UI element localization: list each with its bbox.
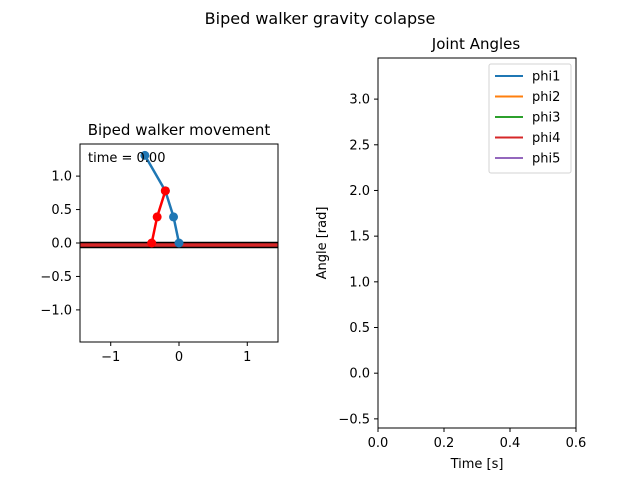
angles-axes-frame — [377, 57, 577, 429]
walker-x-tick-label: −1 — [101, 350, 120, 365]
blue-leg-joint — [169, 212, 179, 222]
legend-label-phi4: phi4 — [532, 131, 560, 146]
walker-panel: Biped walker movement time = 0.00 −1 0 1 1… — [40, 121, 279, 365]
legend-label-phi2: phi2 — [532, 90, 560, 105]
walker-y-tick-label: −0.5 — [40, 270, 72, 285]
angles-y-tick-label: 2.0 — [349, 184, 370, 199]
walker-y-tick-label: 0.0 — [51, 237, 72, 252]
angles-y-tick-label: 3.0 — [349, 93, 370, 108]
legs-layer — [140, 150, 184, 248]
blue-leg-joint — [140, 150, 150, 160]
angles-y-tick-label: 1.5 — [349, 230, 370, 245]
angles-panel: Joint Angles 0.0 0.2 0.4 0.6 3.0 2.5 2.0 1.5 1.… — [315, 35, 586, 472]
angles-x-label: Time [s] — [450, 457, 504, 472]
red-leg-joint — [152, 212, 162, 222]
walker-y-tick-label: 1.0 — [51, 170, 72, 185]
angles-y-tick-label: 2.5 — [349, 138, 370, 153]
walker-y-tick-label: −1.0 — [40, 303, 72, 318]
blue-leg-joint — [174, 238, 184, 248]
angles-y-label: Angle [rad] — [315, 207, 330, 280]
red-leg-joint — [160, 186, 170, 196]
figure-title: Biped walker gravity colapse — [205, 9, 436, 28]
angles-y-tick-label: 0.0 — [349, 367, 370, 382]
angles-y-tick-label: 0.5 — [349, 321, 370, 336]
angles-x-tick-label: 0.2 — [434, 436, 455, 451]
walker-x-ticks: −1 0 1 — [101, 342, 251, 365]
angles-x-tick-label: 0.4 — [500, 436, 521, 451]
legend-box — [488, 63, 572, 174]
walker-y-ticks: 1.0 0.5 0.0 −0.5 −1.0 — [40, 170, 80, 318]
blue-leg-line — [143, 154, 181, 244]
walker-title: Biped walker movement — [88, 121, 271, 139]
legend-label-phi5: phi5 — [532, 152, 560, 167]
legend: phi1 phi2 phi3 phi4 phi5 — [488, 63, 572, 174]
walker-x-tick-label: 1 — [243, 350, 251, 365]
angles-y-tick-label: 1.0 — [349, 275, 370, 290]
angles-title: Joint Angles — [431, 35, 521, 53]
legend-label-phi3: phi3 — [532, 111, 560, 126]
legend-label-phi1: phi1 — [532, 70, 560, 85]
time-annotation: time = 0.00 — [88, 151, 165, 166]
walker-x-tick-label: 0 — [175, 350, 183, 365]
angles-y-tick-label: −0.5 — [338, 412, 370, 427]
angles-y-ticks: 3.0 2.5 2.0 1.5 1.0 0.5 0.0 −0.5 — [338, 93, 378, 427]
angles-x-tick-label: 0.6 — [566, 436, 587, 451]
angles-x-tick-label: 0.0 — [368, 436, 389, 451]
angles-x-ticks: 0.0 0.2 0.4 0.6 — [368, 428, 587, 451]
red-leg-joint — [147, 238, 157, 248]
walker-y-tick-label: 0.5 — [51, 203, 72, 218]
